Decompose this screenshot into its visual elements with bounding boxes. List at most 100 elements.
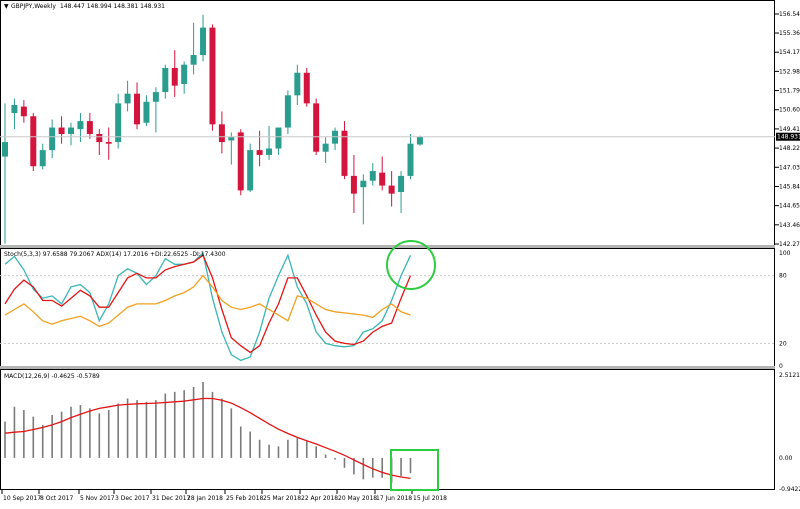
candle	[350, 154, 357, 213]
candle-body	[275, 127, 282, 149]
candle	[303, 67, 310, 107]
candle-body	[77, 121, 84, 130]
macd-level-label: -0.9422	[779, 486, 800, 493]
price-tick-label: 142.275	[779, 241, 800, 248]
candle-body	[96, 133, 103, 143]
candle	[200, 14, 207, 62]
candle-body	[407, 143, 414, 176]
stoch-label: Stoch(5,3,3) 97.6588 79.2067 ADX(14) 17.…	[4, 251, 226, 258]
candle	[105, 127, 112, 160]
candle-body	[416, 136, 423, 145]
candle-body	[30, 116, 37, 167]
candle	[322, 137, 329, 164]
header-ohlc: 148.447 148.994 148.381 148.931	[60, 3, 165, 10]
candle	[266, 125, 273, 160]
time-tick-label: 25 Feb 2018	[226, 495, 264, 502]
candle-body	[218, 124, 225, 143]
highlight-circle	[386, 240, 436, 290]
candle-body	[49, 127, 56, 151]
price-tick-label: 154.175	[779, 49, 800, 56]
candle-body	[350, 175, 357, 194]
candle-body	[398, 175, 405, 193]
candle	[20, 100, 27, 123]
candle	[124, 80, 131, 112]
candle	[143, 95, 150, 126]
panel-separator[interactable]	[0, 366, 775, 369]
candle	[11, 98, 18, 130]
candle-body	[284, 95, 291, 128]
candle-body	[266, 148, 273, 155]
header-symbol-icon-arrow: ▼	[4, 3, 9, 10]
stoch-series-line	[4, 251, 412, 362]
candle	[190, 22, 197, 75]
candle	[247, 143, 254, 193]
candle	[171, 50, 178, 97]
price-tick-label: 147.035	[779, 164, 800, 171]
candle-body	[115, 103, 122, 143]
candle-body	[86, 121, 93, 134]
time-tick-label: 15 Jul 2018	[413, 495, 447, 502]
candle-body	[152, 92, 159, 102]
candle	[388, 171, 395, 207]
candle	[228, 132, 235, 165]
candle-body	[209, 27, 216, 125]
time-tick-label: 20 May 2018	[338, 495, 377, 502]
candle-body	[256, 150, 263, 155]
candle	[30, 113, 37, 172]
stoch-level-label: 0	[779, 363, 783, 370]
candle-body	[379, 172, 386, 186]
candle	[209, 24, 216, 131]
price-tick-label: 145.845	[779, 183, 800, 190]
macd-panel[interactable]	[0, 369, 775, 490]
candle-body	[313, 103, 320, 152]
candle	[341, 121, 348, 180]
candle	[39, 143, 46, 170]
candle	[313, 98, 320, 155]
candle-body	[134, 93, 141, 125]
price-tick-label: 155.365	[779, 30, 800, 37]
macd-signal-line	[4, 397, 411, 480]
candle	[294, 64, 301, 105]
candle-body	[143, 101, 150, 123]
price-tick-label: 148.225	[779, 145, 800, 152]
candle	[379, 156, 386, 191]
price-tick-label: 151.795	[779, 88, 800, 95]
stoch-level-label: 80	[779, 273, 787, 280]
price-tick-label: 149.415	[779, 126, 800, 133]
candle	[58, 116, 65, 144]
stoch-series-line	[4, 274, 411, 328]
candle	[256, 130, 263, 167]
macd-level-label: 0.00	[779, 455, 793, 462]
highlight-box	[390, 449, 439, 491]
candle-body	[303, 72, 310, 104]
panel-separator[interactable]	[0, 245, 775, 248]
time-tick-label: 3 Dec 2017	[115, 495, 150, 502]
time-tick-label: 28 Jan 2018	[187, 495, 223, 502]
candle	[360, 174, 367, 225]
candle-body	[237, 132, 244, 191]
candle	[181, 61, 188, 94]
candle-body	[200, 27, 207, 56]
candle	[152, 87, 159, 133]
time-tick-label: 31 Dec 2017	[152, 495, 191, 502]
candle-body	[39, 150, 46, 167]
candle-body	[294, 72, 301, 96]
price-tick-label: 152.985	[779, 68, 800, 75]
time-tick-label: 25 Mar 2018	[263, 495, 301, 502]
candle	[77, 113, 84, 143]
candle	[416, 135, 423, 146]
candle	[275, 127, 282, 155]
current-price-label: 148.931	[777, 134, 800, 141]
candle	[369, 163, 376, 186]
time-tick-label: 5 Nov 2017	[80, 495, 115, 502]
candle	[2, 103, 8, 244]
candle	[237, 129, 244, 196]
candle-body	[360, 180, 367, 188]
macd-level-label: 2.5121	[779, 372, 800, 379]
stoch-level-label: 100	[779, 250, 791, 257]
candle-body	[341, 130, 348, 176]
price-tick-label: 156.545	[779, 11, 800, 18]
candle	[86, 113, 93, 139]
candle-body	[20, 106, 27, 117]
